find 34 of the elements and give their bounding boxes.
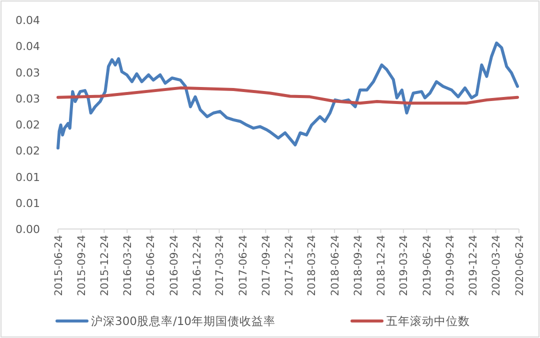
x-tick-label: 2018-09-24: [352, 234, 365, 296]
legend-label: 沪深300股息率/10年期国债收益率: [91, 314, 276, 328]
y-tick-label: 0.01: [16, 196, 40, 210]
x-tick-label: 2018-03-24: [306, 234, 318, 296]
x-tick-label: 2019-12-24: [468, 234, 480, 296]
y-tick-label: 0.02: [16, 118, 40, 132]
x-tick-label: 2015-12-24: [98, 234, 111, 296]
x-tick-label: 2017-09-24: [260, 234, 272, 296]
x-tick-label: 2017-12-24: [283, 234, 296, 296]
x-tick-label: 2015-06-24: [52, 234, 65, 296]
x-tick-label: 2016-12-24: [191, 234, 204, 296]
x-tick-label: 2019-03-24: [398, 234, 410, 296]
x-tick-label: 2019-06-24: [421, 234, 434, 296]
y-tick-label: 0.01: [16, 170, 40, 184]
y-tick-label: 0.04: [16, 40, 40, 54]
y-tick-label: 0.02: [16, 144, 40, 158]
legend-label: 五年滚动中位数: [386, 314, 470, 328]
y-tick-label: 0.04: [16, 14, 40, 27]
x-tick-label: 2018-06-24: [329, 234, 342, 296]
x-tick-label: 2015-09-24: [76, 234, 88, 296]
x-tick-label: 2020-03-24: [490, 234, 503, 296]
x-tick-label: 2017-03-24: [214, 234, 226, 296]
x-tick-label: 2016-03-24: [122, 234, 134, 296]
x-tick-label: 2018-12-24: [376, 234, 388, 296]
y-tick-label: 0.03: [16, 92, 40, 106]
x-tick-label: 2016-06-24: [145, 234, 158, 296]
x-tick-label: 2017-06-24: [237, 234, 250, 296]
line-series: [56, 41, 519, 150]
x-tick-label: 2016-09-24: [168, 234, 180, 296]
y-tick-label: 0.03: [16, 66, 40, 80]
y-tick-label: 0.00: [16, 223, 40, 236]
x-tick-label: 2019-09-24: [444, 234, 457, 296]
line-series: [56, 86, 519, 105]
x-tick-label: 2020-06-24: [514, 234, 526, 296]
